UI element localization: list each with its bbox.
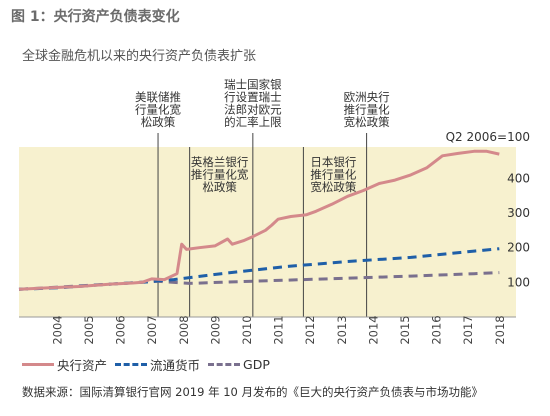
x-tick-label-2014: 2014 [366,315,380,344]
y-tick-label-400: 400 [507,171,530,185]
x-tick-label-2013: 2013 [335,315,349,344]
y-tick-label-200: 200 [507,241,530,255]
legend-item-currency: 流通货币 [115,355,200,374]
y-tick-label-300: 300 [507,206,530,220]
x-tick-label-2012: 2012 [303,315,317,344]
y-tick-labels: 100 200 300 400 [507,171,530,289]
annotation-text-4-2: 宽松政策 [310,180,356,194]
legend-label-assets: 央行资产 [57,358,108,373]
annotation-texts: 美联储推行量化宽松政策瑞士国家银行设置瑞士法郎对欧元的汇率上限欧洲央行推行量化宽… [135,78,390,195]
annotation-text-0-0: 美联储推 [135,90,181,104]
x-tick-label-2017: 2017 [461,315,475,344]
data-source-note: 数据来源：国际清算银行官网 2019 年 10 月发布的《巨大的央行资产负债表与… [22,385,484,399]
annotation-text-1-0: 瑞士国家银 [224,78,282,92]
annotation-text-0-2: 松政策 [141,115,176,129]
annotation-text-3-1: 推行量化宽 [191,168,249,182]
x-tick-label-2008: 2008 [177,315,191,344]
annotation-text-3-0: 英格兰银行 [191,155,249,169]
annotation-text-3-2: 松政策 [202,180,237,194]
annotation-text-1-3: 的汇率上限 [224,115,282,129]
annotation-text-2-2: 宽松政策 [344,115,390,129]
x-tick-label-2015: 2015 [398,315,412,344]
series-group [18,149,500,291]
x-tick-label-2005: 2005 [82,315,96,344]
x-tick-label-2009: 2009 [208,315,222,344]
central-bank-balance-chart: 美联储推行量化宽松政策瑞士国家银行设置瑞士法郎对欧元的汇率上限欧洲央行推行量化宽… [18,78,530,345]
annotation-text-1-1: 行设置瑞士 [224,90,282,104]
x-tick-label-2016: 2016 [430,315,444,344]
chart-subtitle: 全球金融危机以来的央行资产负债表扩张 [22,49,257,64]
annotation-text-2-0: 欧洲央行 [344,90,390,104]
legend-swatch-assets [22,363,54,366]
plot-background [19,147,516,317]
legend-label-currency: 流通货币 [150,358,201,373]
x-tick-label-2007: 2007 [145,315,159,344]
series-line-0 [18,149,500,291]
x-tick-label-2006: 2006 [114,315,128,344]
annotation-text-0-1: 行量化宽 [135,103,181,117]
x-tick-label-2004: 2004 [50,315,64,344]
chart-legend: 央行资产 流通货币 GDP [22,355,278,374]
y-tick-label-100: 100 [507,275,530,289]
legend-item-gdp: GDP [208,357,270,372]
x-tick-label-2011: 2011 [272,315,286,344]
y-axis-unit-label: Q2 2006=100 [446,130,530,144]
legend-label-gdp: GDP [243,357,270,372]
annotation-text-4-1: 推行量化 [310,168,356,182]
legend-swatch-gdp [208,363,241,366]
x-tick-label-2010: 2010 [240,315,254,344]
legend-swatch-currency [115,363,148,366]
annotation-text-2-1: 推行量化 [344,103,390,117]
annotation-text-4-0: 日本银行 [310,155,356,169]
figure-title: 图 1：央行资产负债表变化 [11,9,180,25]
x-tick-labels: 2004 2005 2006 2007 2008 2009 2010 2011 2012 2013… [50,315,506,344]
x-tick-label-2018: 2018 [493,315,507,344]
annotation-rules [157,133,368,317]
annotation-text-1-2: 法郎对欧元 [224,103,282,117]
legend-item-assets: 央行资产 [22,355,107,374]
